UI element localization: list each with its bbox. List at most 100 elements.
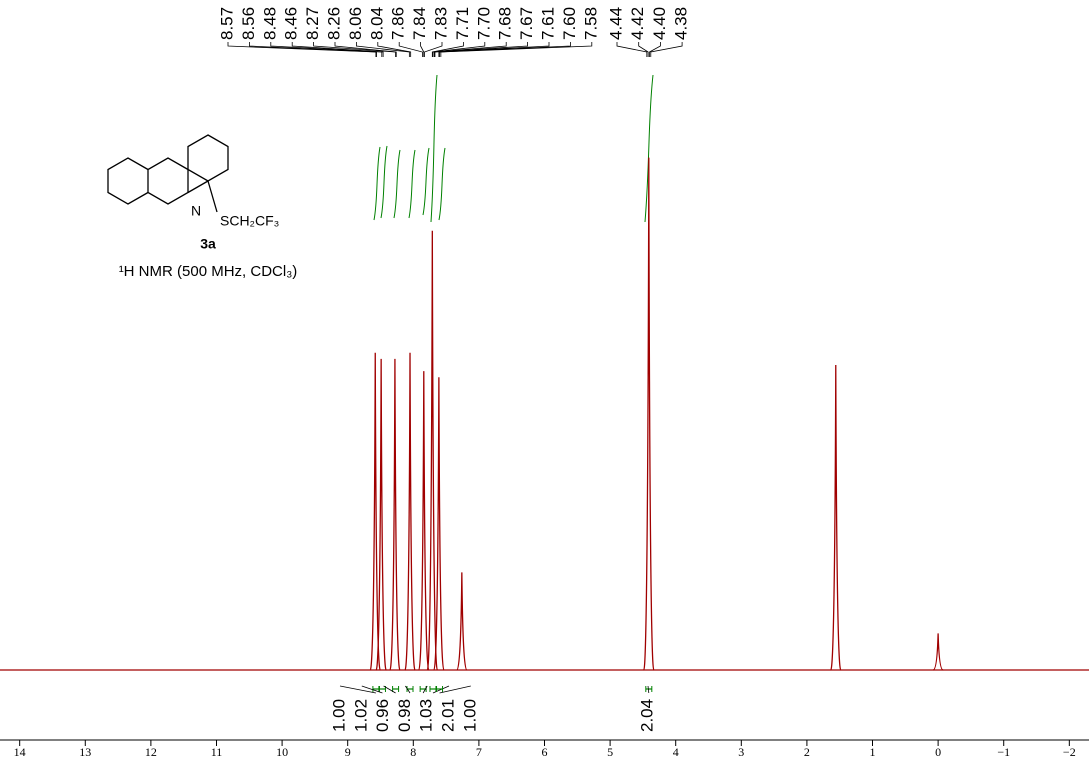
peak-leader (649, 42, 661, 57)
peak (932, 633, 944, 671)
integral-leader (339, 685, 376, 694)
peak-leader (248, 42, 377, 57)
peak-leader (433, 42, 507, 57)
peak (456, 572, 468, 671)
peak-label: 8.27 (303, 7, 322, 40)
peak-leader (440, 42, 593, 57)
peak-leader (438, 42, 550, 57)
integral-curve (438, 147, 446, 221)
peak-leader (616, 42, 648, 57)
peak-label: 8.57 (217, 7, 236, 40)
integral-curve (422, 147, 430, 216)
atom: N (191, 203, 201, 219)
peak-label: 7.83 (431, 7, 450, 40)
substituent: SCH₂CF₃ (220, 213, 279, 229)
peak-leader (227, 42, 377, 57)
x-tick-label: 9 (345, 745, 351, 759)
peak (389, 358, 401, 671)
peak-label: 8.04 (367, 7, 386, 40)
peak-leader (420, 42, 425, 57)
peak-label: 7.70 (474, 7, 493, 40)
peak-label: 4.42 (628, 7, 647, 40)
peak-leader (291, 42, 384, 57)
integral-curve (373, 146, 381, 221)
peak (375, 358, 387, 671)
ring (187, 134, 229, 182)
x-tick-label: 13 (79, 745, 91, 759)
peak-label: 7.67 (517, 7, 536, 40)
integral-curve (644, 74, 654, 223)
peak-label: 7.84 (410, 7, 429, 40)
integral-curve (393, 149, 401, 219)
peak-leader (434, 42, 528, 57)
x-tick-label: 8 (410, 745, 416, 759)
x-tick-label: 5 (607, 745, 613, 759)
x-tick-label: 1 (870, 745, 876, 759)
peak-leader (650, 42, 683, 57)
caption: ¹H NMR (500 MHz, CDCl₃) (119, 263, 298, 280)
peak-label: 7.58 (581, 7, 600, 40)
peak-leader (439, 42, 571, 57)
integral-label: 2.01 (438, 699, 457, 732)
integral-leader (405, 685, 411, 694)
x-tick-label: 10 (276, 745, 288, 759)
integral-leader (422, 685, 428, 694)
integral-curves (373, 74, 654, 223)
integral-label: 1.02 (351, 699, 370, 732)
ring (107, 157, 149, 205)
x-tick-label: 3 (738, 745, 744, 759)
peak-leader (270, 42, 383, 57)
peak-label: 7.86 (389, 7, 408, 40)
integral-label: 0.98 (395, 699, 414, 732)
peak (643, 157, 655, 671)
bond (187, 180, 209, 194)
integral-label: 1.00 (460, 699, 479, 732)
peak-label: 7.71 (453, 7, 472, 40)
integral-label: 0.96 (373, 699, 392, 732)
x-tick-label: 0 (935, 745, 941, 759)
peak-leader (355, 42, 410, 57)
peak-label: 4.40 (650, 7, 669, 40)
peak-leader (334, 42, 397, 57)
integral-curve (380, 145, 388, 219)
integral-label: 1.03 (417, 699, 436, 732)
integral-label: 1.00 (329, 699, 348, 732)
peak-label: 8.56 (239, 7, 258, 40)
peak-leader (638, 42, 649, 57)
integral-leader (647, 685, 650, 694)
x-tick-label: 6 (542, 745, 548, 759)
peak-label: 8.06 (346, 7, 365, 40)
bond (207, 180, 218, 213)
peak-label: 7.60 (560, 7, 579, 40)
peak-leader (398, 42, 423, 57)
integral-leader (439, 685, 471, 694)
peak (418, 371, 430, 671)
peak (433, 377, 445, 671)
peak-label: 8.46 (282, 7, 301, 40)
x-tick-label: 7 (476, 745, 482, 759)
integral-leader (383, 685, 396, 694)
x-tick-label: −1 (997, 745, 1010, 759)
peak-label: 7.68 (496, 7, 515, 40)
peak-leader (313, 42, 396, 57)
peak-leader (377, 42, 412, 57)
x-tick-label: 12 (145, 745, 157, 759)
peak-label: 4.44 (606, 7, 625, 40)
peak (369, 352, 381, 671)
x-tick-label: 2 (804, 745, 810, 759)
peak (404, 352, 416, 671)
structure: N SCH₂CF₃ 3a ¹H NMR (500 MHz, CDCl₃) (107, 134, 298, 280)
x-tick-label: −2 (1063, 745, 1076, 759)
peak-leader (424, 42, 443, 57)
peak (830, 364, 842, 671)
x-tick-label: 11 (211, 745, 223, 759)
integral-leader (361, 685, 383, 694)
integral-label: 2.04 (637, 699, 656, 732)
peak-leader (431, 42, 464, 57)
integral-curve (430, 74, 438, 223)
peak-label: 8.26 (324, 7, 343, 40)
peak-label: 8.48 (260, 7, 279, 40)
peak (426, 230, 438, 671)
peak-leader (432, 42, 486, 57)
x-tick-label: 14 (14, 745, 26, 759)
